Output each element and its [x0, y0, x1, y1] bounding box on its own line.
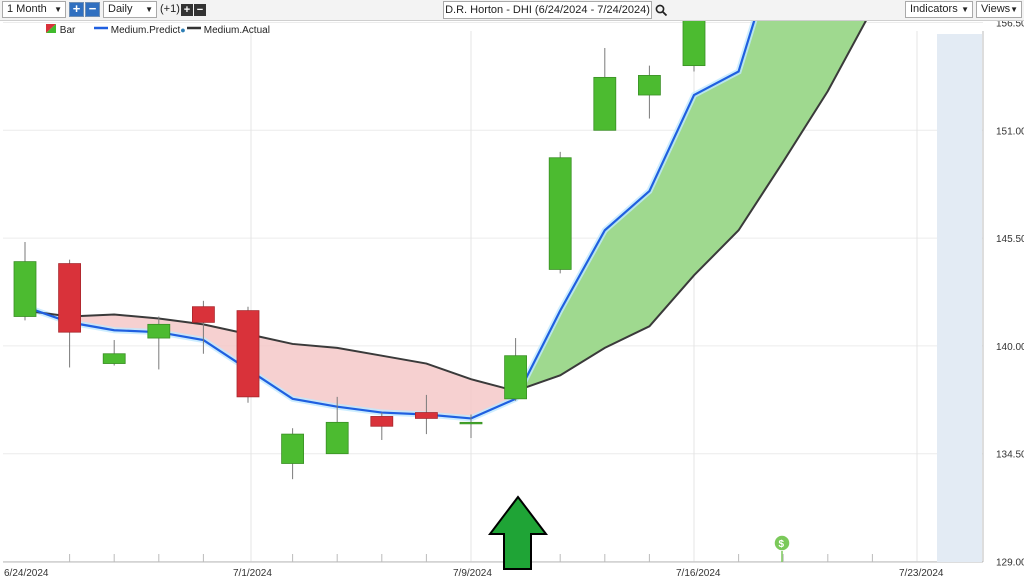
- x-tick-label: 7/16/2024: [676, 568, 721, 579]
- dot-icon: ●: [180, 25, 186, 35]
- offset-plus-button[interactable]: +: [181, 4, 193, 16]
- candle-body: [102, 353, 126, 364]
- y-axis: 129.00134.50140.00145.50151.00156.50162.…: [996, 21, 1024, 569]
- candle-body: [370, 416, 394, 427]
- candle-body: [682, 21, 706, 67]
- difference-fills: [25, 21, 866, 419]
- candle-body: [414, 412, 438, 419]
- x-axis: 6/24/2024 7/1/2024 7/9/2024 7/16/2024 7/23/2…: [4, 568, 944, 579]
- bearish-fill: [25, 306, 516, 419]
- x-tick-label: 6/24/2024: [4, 568, 49, 579]
- legend-actual: Medium.Actual: [187, 24, 270, 36]
- y-tick-label: 134.50: [996, 450, 1024, 461]
- y-tick-label: 129.00: [996, 558, 1024, 569]
- legend-actual-label: Medium.Actual: [203, 25, 270, 36]
- candle-body: [548, 157, 572, 270]
- views-dropdown[interactable]: Views ▼: [976, 1, 1022, 18]
- candle-body: [281, 433, 305, 464]
- candle-body: [593, 76, 617, 131]
- views-label: Views: [981, 3, 1011, 15]
- dividend-symbol: $: [779, 539, 785, 550]
- symbol-title[interactable]: D.R. Horton - DHI (6/24/2024 - 7/24/2024…: [443, 1, 652, 19]
- legend-bar: Bar: [46, 24, 75, 36]
- candle-body: [236, 310, 260, 398]
- chevron-down-icon: ▼: [961, 5, 969, 14]
- indicators-dropdown[interactable]: Indicators ▼: [905, 1, 973, 18]
- zoom-out-button[interactable]: −: [85, 2, 100, 17]
- y-tick-label: 156.50: [996, 21, 1024, 30]
- candle-body: [638, 75, 661, 96]
- candle-body: [325, 421, 349, 455]
- price-chart: 129.00134.50140.00145.50151.00156.50162.…: [3, 21, 1024, 579]
- period-value: 1 Month: [7, 3, 47, 15]
- candles: [13, 21, 706, 480]
- forecast-zone: [937, 34, 982, 562]
- candle-body: [191, 306, 215, 323]
- chevron-down-icon: ▼: [145, 5, 153, 14]
- legend-predict: Medium.Predict●: [94, 24, 186, 36]
- y-tick-label: 145.50: [996, 234, 1024, 245]
- actual-line-icon: [187, 26, 201, 30]
- up-arrow-icon: [487, 495, 549, 570]
- candle-body: [147, 323, 171, 339]
- bullish-fill: [515, 21, 866, 399]
- x-tick-label: 7/1/2024: [233, 568, 272, 579]
- x-tick-label: 7/23/2024: [899, 568, 944, 579]
- candle-body: [58, 263, 81, 333]
- candle-body: [504, 355, 528, 400]
- indicators-label: Indicators: [910, 3, 958, 15]
- bar-legend-icon: [46, 24, 56, 33]
- legend-predict-label: Medium.Predict: [110, 25, 181, 36]
- chevron-down-icon: ▼: [54, 5, 62, 14]
- offset-minus-button[interactable]: −: [194, 4, 206, 16]
- candle-body: [459, 421, 483, 425]
- search-icon[interactable]: [655, 4, 668, 17]
- y-tick-label: 140.00: [996, 342, 1024, 353]
- actual-line: [24, 21, 867, 393]
- zoom-in-button[interactable]: +: [69, 2, 84, 17]
- predict-line-icon: [94, 26, 108, 30]
- y-tick-label: 151.00: [996, 126, 1024, 137]
- period-dropdown[interactable]: 1 Month ▼: [2, 1, 66, 18]
- legend-bar-label: Bar: [59, 25, 76, 36]
- candle-body: [13, 261, 37, 317]
- interval-value: Daily: [108, 3, 133, 15]
- x-tick-label: 7/9/2024: [453, 568, 492, 579]
- interval-dropdown[interactable]: Daily ▼: [103, 1, 157, 18]
- offset-label: (+1): [160, 3, 180, 15]
- grid: [3, 22, 984, 563]
- annotations: $: [487, 495, 791, 570]
- toolbar: 1 Month ▼ + − Daily ▼ (+1) + − D.R. Horton…: [0, 0, 1024, 21]
- chevron-down-icon: ▼: [1010, 5, 1018, 14]
